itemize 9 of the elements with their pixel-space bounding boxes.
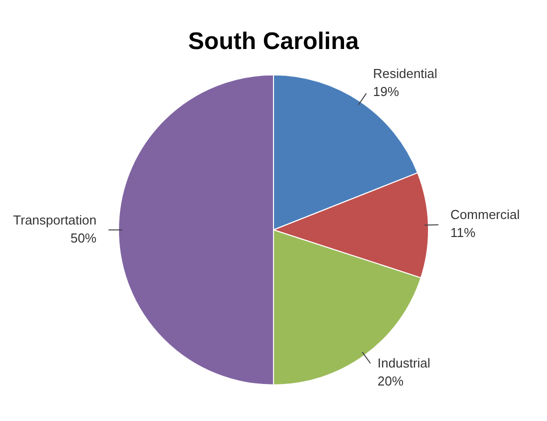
- data-label: 20%: [378, 374, 404, 389]
- slice-label: Industrial: [378, 356, 430, 371]
- data-label: 19%: [372, 84, 400, 100]
- chart-title: South Carolina: [188, 28, 360, 56]
- slice-label: Residential: [372, 66, 438, 82]
- data-label: 11%: [450, 224, 476, 240]
- slice-label: Transportation: [13, 212, 96, 228]
- slice-label: Commercial: [450, 206, 520, 222]
- data-label: 50%: [70, 230, 97, 246]
